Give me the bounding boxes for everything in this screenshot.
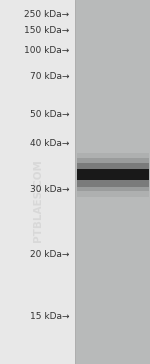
Bar xyxy=(76,169,148,180)
Text: 40 kDa→: 40 kDa→ xyxy=(30,139,69,148)
Bar xyxy=(75,0,150,364)
Text: PTBLAES.COM: PTBLAES.COM xyxy=(33,159,42,242)
Text: 250 kDa→: 250 kDa→ xyxy=(24,10,69,19)
Text: 30 kDa→: 30 kDa→ xyxy=(30,185,69,194)
Bar xyxy=(76,163,148,187)
Text: 150 kDa→: 150 kDa→ xyxy=(24,27,69,35)
Text: 70 kDa→: 70 kDa→ xyxy=(30,72,69,81)
Text: 50 kDa→: 50 kDa→ xyxy=(30,110,69,119)
Bar xyxy=(76,158,148,191)
Text: 100 kDa→: 100 kDa→ xyxy=(24,47,69,55)
Bar xyxy=(76,153,148,197)
Text: 20 kDa→: 20 kDa→ xyxy=(30,250,69,259)
Text: 15 kDa→: 15 kDa→ xyxy=(30,312,69,321)
